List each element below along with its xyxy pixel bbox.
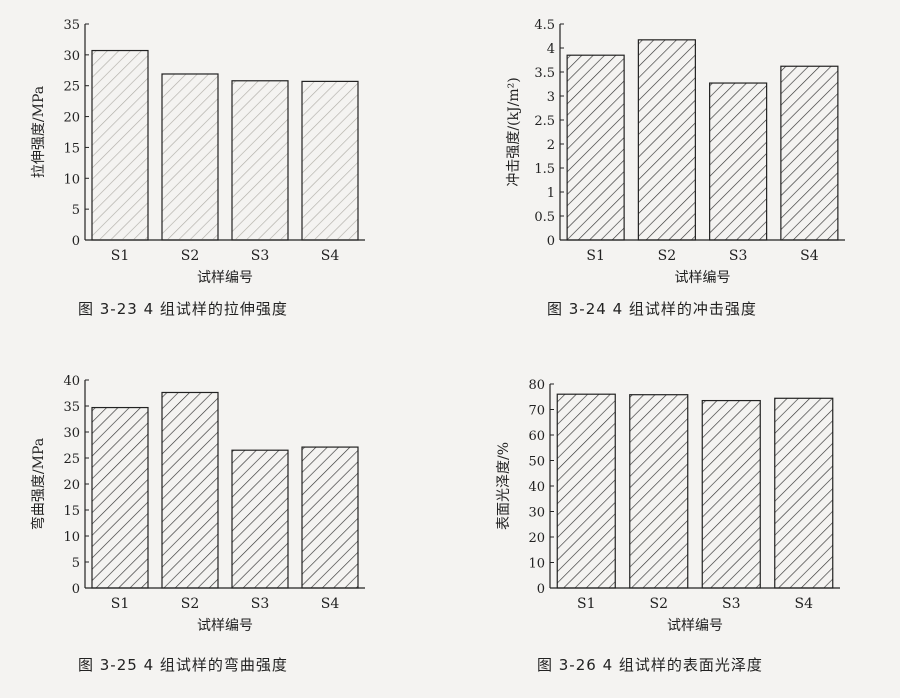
y-tick-label: 20 [63, 111, 80, 126]
y-tick-label: 30 [63, 49, 80, 64]
bar-s2 [161, 73, 219, 241]
x-axis-title: 试样编号 [197, 618, 253, 634]
caption-gloss: 图 3-26 4 组试样的表面光泽度 [537, 656, 763, 674]
bar-s3 [709, 82, 768, 241]
y-tick-label: 30 [63, 426, 80, 441]
bar-s4 [301, 446, 359, 589]
y-tick-label: 25 [63, 80, 80, 95]
bar-s4 [301, 80, 359, 241]
x-tick-label: S4 [795, 596, 814, 612]
y-tick-label: 10 [528, 557, 545, 572]
y-tick-label: 40 [63, 374, 80, 389]
y-tick-label: 0 [72, 582, 80, 597]
y-tick-label: 50 [528, 455, 545, 470]
y-tick-label: 30 [528, 506, 545, 521]
x-tick-label: S4 [321, 596, 340, 612]
y-tick-label: 10 [63, 530, 80, 545]
y-tick-label: 5 [72, 556, 80, 571]
x-tick-label: S3 [722, 596, 741, 612]
x-axis-title: 试样编号 [667, 618, 723, 634]
chart-panel-gloss: 0 10 20 30 40 50 60 70 80 S1 S2 S3 S4 试样编号 表面光泽度/% 图 3… [455, 368, 895, 698]
bar-chart-flexural: 0 5 10 15 20 25 30 35 40 S1 S2 S3 S4 试样编号 弯曲强度/MPa [30, 374, 365, 634]
x-axis-title: 试样编号 [675, 270, 731, 286]
y-tick-label: 20 [63, 478, 80, 493]
y-tick-label: 5 [72, 203, 80, 218]
y-tick-label: 0.5 [534, 210, 555, 225]
bar-s2 [161, 391, 219, 589]
bar-chart-gloss: 0 10 20 30 40 50 60 70 80 S1 S2 S3 S4 试样编号 表面光泽度/% [496, 378, 840, 634]
bar-s3 [231, 80, 289, 241]
y-tick-label: 15 [63, 504, 80, 519]
axes: 0 10 20 30 40 50 60 70 80 [528, 378, 840, 597]
bar-s4 [780, 65, 839, 241]
bar-s4 [774, 397, 834, 589]
x-tick-label: S2 [181, 248, 200, 264]
y-tick-label: 40 [528, 480, 545, 495]
bar-s3 [231, 449, 289, 589]
y-tick-label: 4 [547, 42, 555, 57]
y-tick-label: 10 [63, 172, 80, 187]
caption-tensile: 图 3-23 4 组试样的拉伸强度 [78, 300, 288, 318]
y-tick-label: 35 [63, 400, 80, 415]
x-tick-label: S3 [251, 248, 270, 264]
x-tick-label: S2 [650, 596, 669, 612]
caption-impact: 图 3-24 4 组试样的冲击强度 [547, 300, 757, 318]
y-axis-title: 表面光泽度/% [496, 442, 512, 530]
x-axis-title: 试样编号 [197, 270, 253, 286]
y-axis-title: 弯曲强度/MPa [30, 438, 47, 530]
y-tick-label: 1 [547, 186, 555, 201]
y-tick-label: 60 [528, 429, 545, 444]
y-axis-title: 拉伸强度/MPa [31, 86, 47, 178]
x-tick-label: S3 [729, 248, 748, 264]
y-tick-label: 4.5 [534, 18, 555, 33]
y-tick-label: 3.5 [534, 66, 555, 81]
y-tick-label: 20 [528, 531, 545, 546]
x-tick-label: S1 [111, 248, 130, 264]
x-tick-label: S4 [321, 248, 340, 264]
y-tick-label: 25 [63, 452, 80, 467]
y-tick-label: 1.5 [534, 162, 555, 177]
x-tick-label: S4 [800, 248, 819, 264]
x-tick-label: S1 [577, 596, 596, 612]
chart-panel-tensile: 0 5 10 15 20 25 30 35 S1 S2 S3 S4 试样编号 拉伸强度/MPa 图 3-2… [10, 12, 450, 342]
y-tick-label: 35 [63, 18, 80, 33]
y-tick-label: 2 [547, 138, 555, 153]
x-tick-label: S1 [586, 248, 605, 264]
bar-s1 [566, 54, 625, 241]
x-tick-label: S3 [251, 596, 270, 612]
bar-s1 [91, 49, 149, 241]
y-tick-label: 0 [72, 234, 80, 249]
bar-s3 [701, 399, 761, 589]
bar-s2 [629, 394, 689, 589]
chart-panel-flexural: 0 5 10 15 20 25 30 35 40 S1 S2 S3 S4 试样编号 弯曲强度/MPa 图 3… [10, 368, 450, 698]
bar-s1 [91, 406, 149, 589]
y-axis-title: 冲击强度/(kJ/m²) [506, 77, 522, 186]
y-tick-label: 80 [528, 378, 545, 393]
caption-flexural: 图 3-25 4 组试样的弯曲强度 [78, 656, 288, 674]
x-tick-label: S2 [658, 248, 677, 264]
y-tick-label: 70 [528, 404, 545, 419]
chart-panel-impact: 0 0.5 1 1.5 2 2.5 3 3.5 4 4.5 S1 S2 S3 S4 试样编号 冲击强度/(kJ… [455, 12, 895, 342]
x-tick-label: S2 [181, 596, 200, 612]
y-tick-label: 3 [547, 90, 555, 105]
x-tick-label: S1 [111, 596, 130, 612]
bar-chart-tensile: 0 5 10 15 20 25 30 35 S1 S2 S3 S4 试样编号 拉伸强度/MPa [31, 18, 365, 286]
bar-s1 [556, 393, 616, 589]
y-tick-label: 2.5 [534, 114, 555, 129]
bar-chart-impact: 0 0.5 1 1.5 2 2.5 3 3.5 4 4.5 S1 S2 S3 S4 试样编号 冲击强度/(kJ… [506, 18, 845, 286]
bar-s2 [637, 39, 696, 241]
y-tick-label: 15 [63, 141, 80, 156]
y-tick-label: 0 [537, 582, 545, 597]
y-tick-label: 0 [547, 234, 555, 249]
